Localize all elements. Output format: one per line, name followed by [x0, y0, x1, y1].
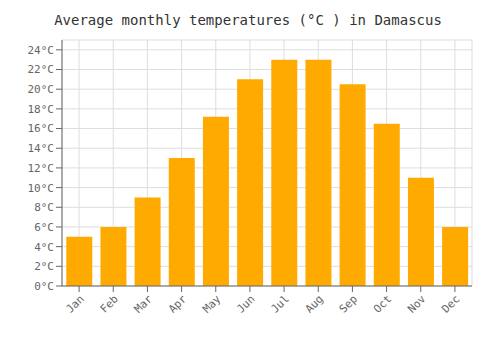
- svg-text:2°C: 2°C: [34, 260, 54, 273]
- svg-text:0°C: 0°C: [34, 280, 54, 293]
- svg-text:18°C: 18°C: [28, 103, 55, 116]
- svg-text:4°C: 4°C: [34, 241, 54, 254]
- html-text:Average monthly temperatures (: Average monthly temperatures (°C ) in Da…: [54, 12, 442, 28]
- svg-text:Nov: Nov: [405, 292, 429, 316]
- svg-text:Jun: Jun: [234, 292, 257, 315]
- svg-text:Apr: Apr: [166, 292, 190, 316]
- svg-text:20°C: 20°C: [28, 83, 55, 96]
- svg-text:Oct: Oct: [371, 292, 394, 315]
- svg-text:6°C: 6°C: [34, 221, 54, 234]
- svg-text:Dec: Dec: [439, 292, 462, 315]
- svg-text:Jul: Jul: [268, 292, 291, 315]
- svg-text:24°C: 24°C: [28, 44, 55, 57]
- svg-text:Feb: Feb: [98, 292, 121, 315]
- svg-text:10°C: 10°C: [28, 182, 55, 195]
- svg-text:14°C: 14°C: [28, 142, 55, 155]
- svg-text:12°C: 12°C: [28, 162, 55, 175]
- svg-text:22°C: 22°C: [28, 63, 55, 76]
- svg-text:Mar: Mar: [132, 292, 156, 316]
- svg-text:Jan: Jan: [63, 292, 86, 315]
- svg-text:Aug: Aug: [303, 292, 326, 315]
- svg-text:8°C: 8°C: [34, 201, 54, 214]
- svg-text:Sep: Sep: [337, 292, 360, 315]
- svg-text:16°C: 16°C: [28, 122, 55, 135]
- svg-text:May: May: [200, 292, 224, 316]
